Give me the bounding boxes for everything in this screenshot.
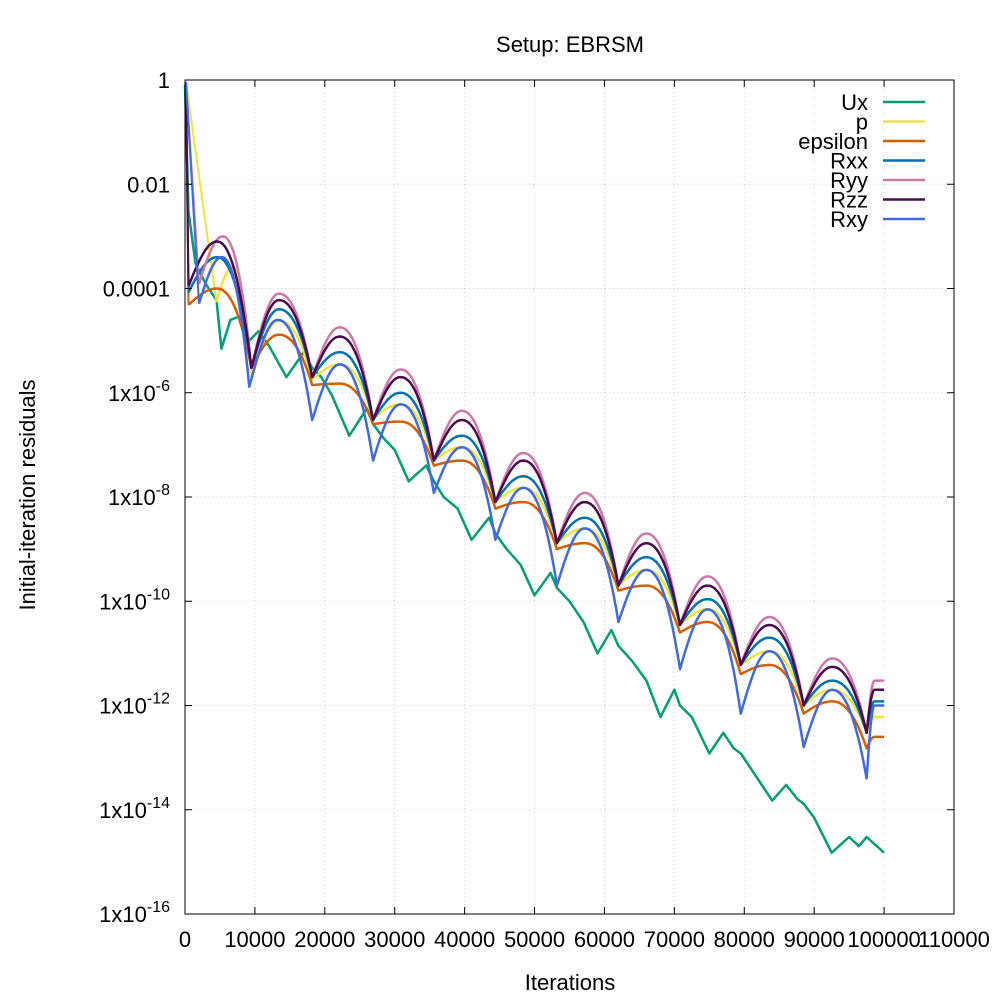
x-tick-label: 110000: [918, 927, 990, 952]
y-tick-label: 0.0001: [103, 277, 170, 302]
x-tick-label: 80000: [714, 927, 775, 952]
x-tick-label: 90000: [784, 927, 845, 952]
series-line-rxy: [197, 255, 885, 780]
legend-label-rxy: Rxy: [830, 207, 868, 232]
legend-label-p: p: [856, 110, 868, 135]
y-tick-label: 1x10-8: [108, 482, 170, 510]
chart-title: Setup: EBRSM: [496, 32, 644, 57]
legend-label-ryy: Ryy: [830, 168, 868, 193]
y-tick-label: 1: [158, 68, 170, 93]
legend-label-rxx: Rxx: [830, 149, 868, 174]
x-tick-label: 60000: [574, 927, 635, 952]
y-axis-label: Initial-iteration residuals: [15, 379, 40, 610]
series-start-rxy: [185, 81, 200, 304]
series-layer: [183, 81, 885, 854]
x-tick-label: 50000: [504, 927, 565, 952]
x-tick-label: 100000: [847, 927, 920, 952]
x-tick-label: 10000: [224, 927, 285, 952]
y-tick-label: 0.01: [127, 172, 170, 197]
axis-ticks: [184, 79, 955, 915]
legend-label-epsilon: epsilon: [798, 129, 868, 154]
y-tick-label: 1x10-12: [99, 691, 170, 719]
y-tick-label: 1x10-16: [99, 899, 170, 927]
x-tick-label: 30000: [364, 927, 425, 952]
y-tick-label: 1x10-14: [99, 795, 170, 823]
legend-label-rzz: Rzz: [830, 188, 868, 213]
legend-label-ux: Ux: [841, 90, 868, 115]
series-line-epsilon: [187, 287, 885, 750]
series-line-rzz: [187, 240, 885, 735]
x-tick-label: 20000: [294, 927, 355, 952]
x-tick-label: 0: [179, 927, 191, 952]
series-start-p: [185, 81, 218, 303]
x-tick-labels: 0 10000 20000 30000 40000 50000 60000 70000 8000…: [179, 927, 990, 952]
x-tick-label: 40000: [434, 927, 495, 952]
x-tick-label: 70000: [644, 927, 705, 952]
x-axis-label: Iterations: [525, 970, 616, 995]
y-tick-labels: 1 0.01 0.0001 1x10-6 1x10-8 1x10-10 1x10-12 1x1…: [99, 68, 170, 927]
y-tick-label: 1x10-10: [99, 586, 170, 614]
y-tick-label: 1x10-6: [108, 378, 170, 406]
